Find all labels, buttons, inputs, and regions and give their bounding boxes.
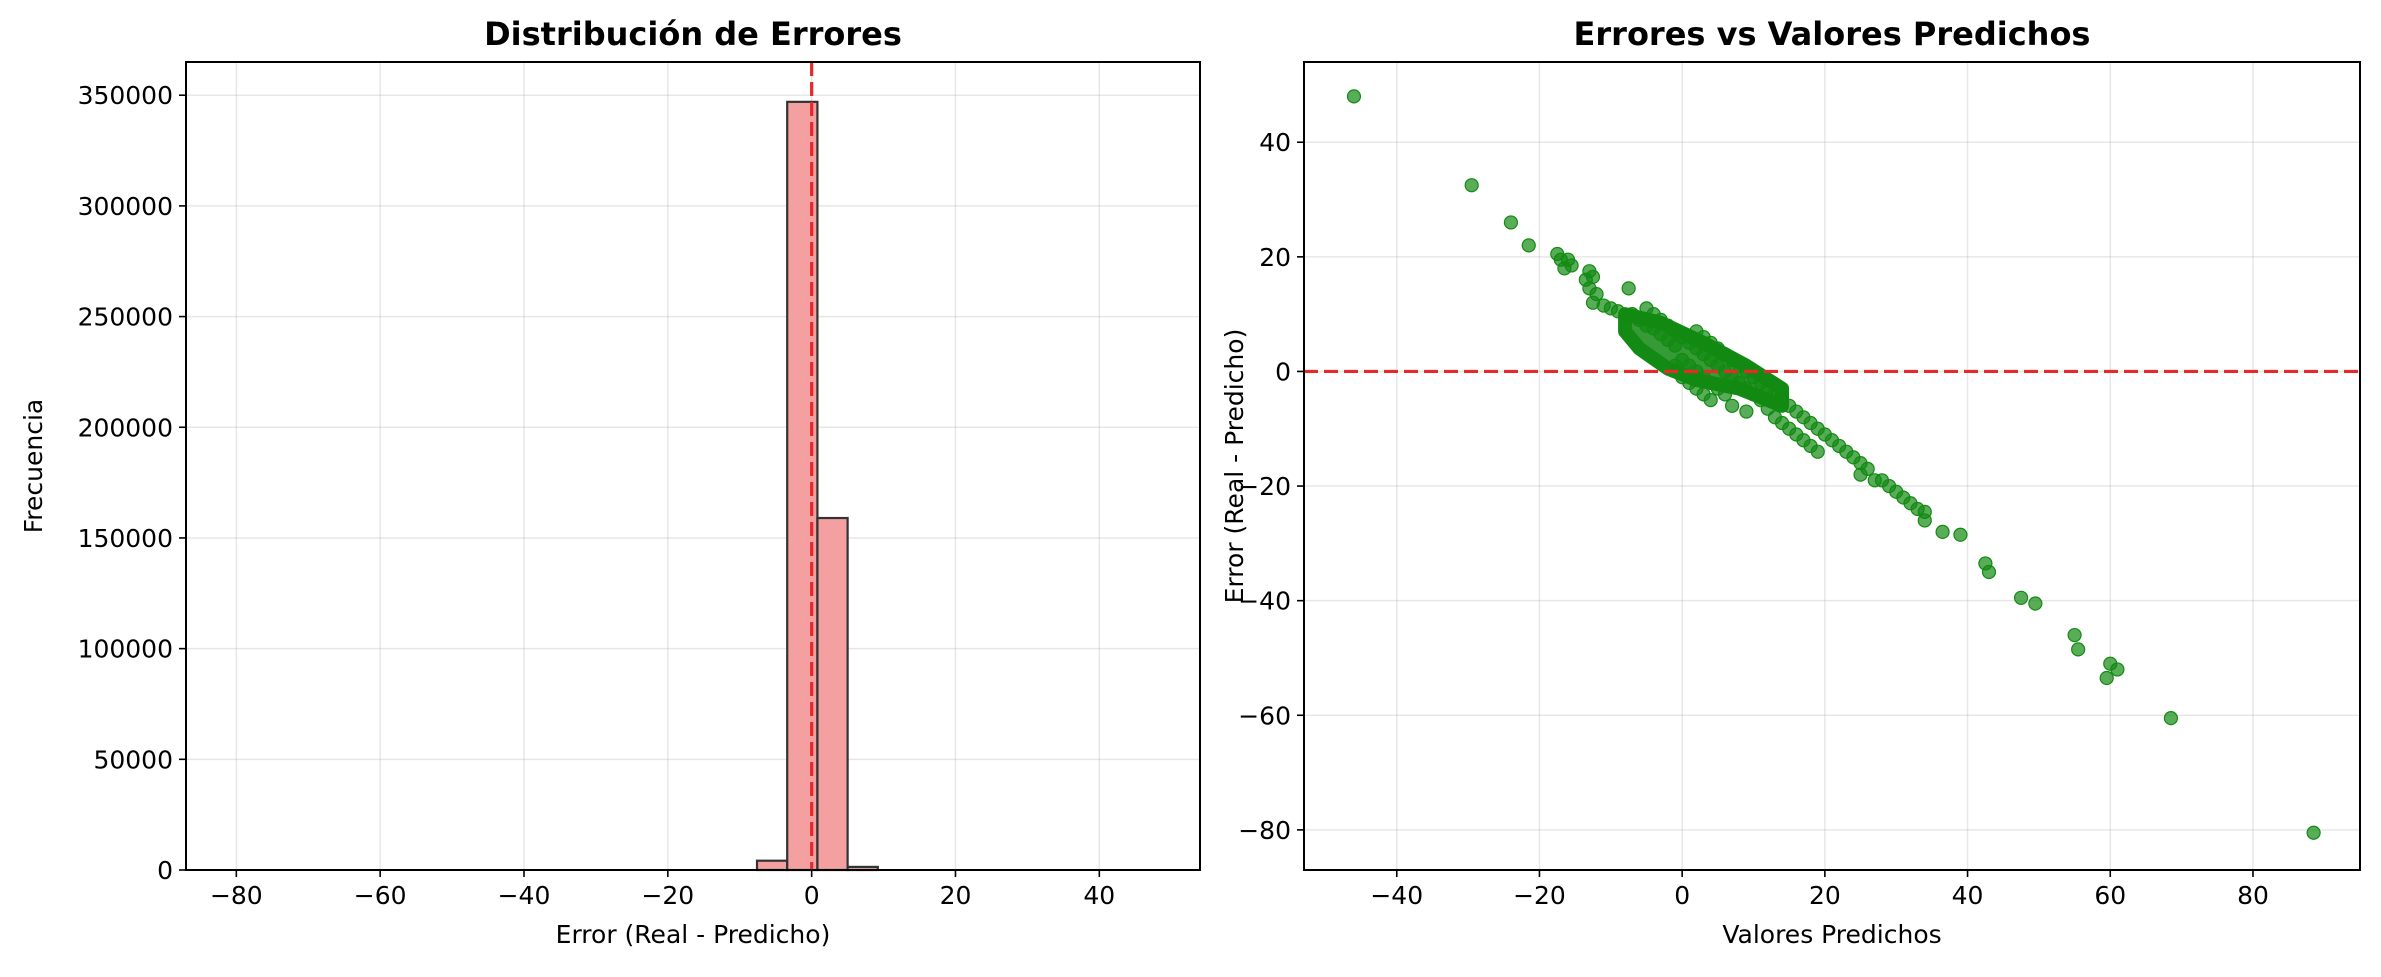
y-tick-label: −80 (1238, 816, 1291, 845)
scatter-point (2067, 627, 2082, 643)
plot-frame (1303, 61, 2361, 871)
scatter-point (1617, 309, 1633, 325)
scatter-point (1810, 444, 1825, 459)
y-tick-label: −60 (1238, 701, 1291, 730)
scatter-point (1725, 398, 1740, 413)
scatter-point (2110, 662, 2125, 677)
scatter-point (1703, 392, 1718, 408)
scatter-point (2099, 670, 2114, 686)
chart-title: Errores vs Valores Predichos (1574, 15, 2091, 53)
scatter-point (1621, 281, 1636, 296)
y-tick-label: 20 (1259, 243, 1291, 272)
x-tick-label: −40 (498, 881, 551, 910)
x-axis-label: Valores Predichos (1722, 920, 1941, 949)
x-tick-label: −20 (1513, 881, 1566, 910)
scatter-point (1981, 564, 1997, 580)
scatter-point (1853, 467, 1868, 482)
scatter-subplot: −40 −20 0 20 40 60 80 −80 −60 −40 −20 0 20 40 Errores … (1220, 15, 2361, 949)
histogram-bar (816, 516, 849, 872)
x-tick-label: −80 (210, 881, 263, 910)
scatter-point (1917, 513, 1932, 528)
scatter-point (1464, 178, 1479, 193)
y-tick-label: 100000 (78, 635, 173, 664)
x-tick-label: 0 (804, 881, 820, 910)
scatter-point (2013, 590, 2029, 605)
y-tick-label: 50000 (93, 745, 173, 774)
y-tick-label: 40 (1259, 128, 1291, 157)
y-tick-label: 0 (1275, 357, 1291, 386)
y-tick-label: 200000 (78, 413, 173, 442)
scatter-point (1953, 527, 1968, 542)
x-tick-label: 20 (940, 881, 972, 910)
y-tick-label: 350000 (78, 81, 173, 110)
histogram-bar (755, 859, 789, 872)
scatter-point (2071, 642, 2086, 657)
y-tick-label: −20 (1238, 472, 1291, 501)
scatter-point (1739, 404, 1754, 419)
x-tick-label: 40 (1952, 881, 1984, 910)
scatter-point (1346, 89, 1362, 104)
scatter-point (1639, 301, 1654, 316)
x-tick-label: 80 (2237, 881, 2269, 910)
scatter-point (2028, 596, 2043, 611)
x-tick-label: 20 (1809, 881, 1841, 910)
scatter-point (2306, 825, 2321, 840)
y-tick-label: 150000 (78, 524, 173, 553)
scatter-point (2163, 711, 2179, 726)
x-axis-label: Error (Real - Predicho) (556, 920, 831, 949)
y-tick-label: 0 (157, 856, 173, 885)
scatter-point (1521, 238, 1536, 253)
scatter-point (1503, 215, 1519, 230)
x-tick-label: 60 (2094, 881, 2126, 910)
y-tick-label: −40 (1238, 587, 1291, 616)
x-tick-label: −40 (1370, 881, 1423, 910)
x-tick-label: −60 (354, 881, 407, 910)
scatter-point (1935, 524, 1950, 540)
x-tick-label: 0 (1674, 881, 1690, 910)
x-tick-label: 40 (1083, 881, 1115, 910)
scatter-point (1564, 258, 1579, 273)
y-axis-label: Frecuencia (19, 399, 48, 534)
chart-title: Distribución de Errores (484, 15, 902, 53)
x-tick-label: −20 (641, 881, 694, 910)
y-axis-label: Error (Real - Predicho) (1220, 329, 1249, 604)
scatter-point (1717, 387, 1733, 402)
y-tick-label: 250000 (78, 303, 173, 332)
plot-frame (185, 61, 1201, 871)
y-tick-label: 300000 (78, 192, 173, 221)
scatter-point (1810, 421, 1825, 436)
histogram-subplot: −80 −60 −40 −20 0 20 40 0 50000 100000 150000 20000… (19, 15, 1201, 949)
